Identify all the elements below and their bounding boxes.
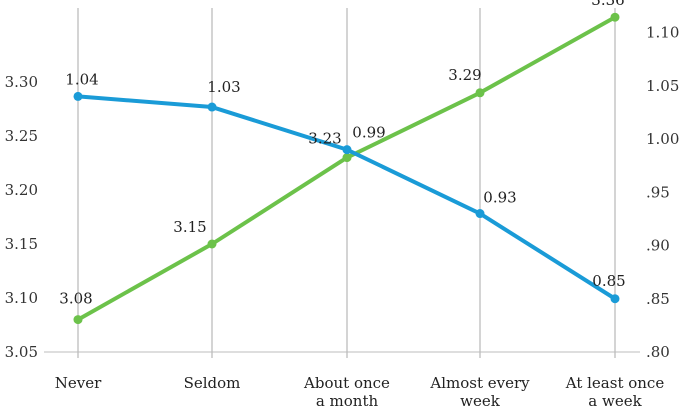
data-point-left <box>610 12 620 22</box>
data-label-left: 3.08 <box>59 290 92 308</box>
data-label-left: 3.15 <box>173 218 206 236</box>
data-point-left <box>73 315 83 325</box>
data-point-right <box>207 102 217 112</box>
label-layer: 3.08 3.15 3.23 3.29 3.36 1.04 1.03 0.99 0.93 0.85 <box>59 0 625 308</box>
data-label-right: 0.85 <box>592 272 625 290</box>
y-right-tick-label: 1.10 <box>646 24 679 42</box>
x-category-label: Never <box>55 374 102 392</box>
y-right-tick-label: 1.00 <box>646 130 679 148</box>
grid-layer <box>77 8 616 358</box>
y-left-tick-label: 3.10 <box>5 289 38 307</box>
y-right-tick-label: 1.05 <box>646 77 679 95</box>
data-point-right <box>475 209 485 219</box>
data-point-right <box>610 294 620 304</box>
axis-layer: 3.05 3.10 3.15 3.20 3.25 3.30 .80 .85 .90 .95 1.00… <box>5 24 680 411</box>
y-left-tick-label: 3.30 <box>5 73 38 91</box>
x-category-label: Seldom <box>184 374 241 392</box>
x-category-label: About once a month <box>303 374 390 410</box>
data-label-left: 3.36 <box>591 0 624 9</box>
data-point-left <box>207 239 217 249</box>
data-point-right <box>73 91 83 101</box>
data-point-right <box>342 145 352 155</box>
series-layer <box>73 12 620 325</box>
data-point-left <box>342 153 352 163</box>
data-label-right: 0.99 <box>352 124 385 142</box>
y-left-tick-label: 3.25 <box>5 127 38 145</box>
y-right-tick-label: .95 <box>646 183 670 201</box>
data-label-right: 1.03 <box>207 78 240 96</box>
y-left-tick-label: 3.05 <box>5 343 38 361</box>
y-left-tick-label: 3.20 <box>5 181 38 199</box>
data-point-left <box>475 88 485 98</box>
y-left-tick-label: 3.15 <box>5 235 38 253</box>
y-right-tick-label: .85 <box>646 290 670 308</box>
data-label-left: 3.29 <box>448 66 481 84</box>
x-category-label: At least once a week <box>565 374 665 410</box>
y-right-tick-label: .90 <box>646 237 670 255</box>
x-category-label: Almost every week <box>429 374 530 410</box>
data-label-right: 1.04 <box>65 70 98 88</box>
data-label-right: 0.93 <box>483 189 516 207</box>
data-label-left: 3.23 <box>308 130 341 148</box>
y-right-tick-label: .80 <box>646 343 670 361</box>
